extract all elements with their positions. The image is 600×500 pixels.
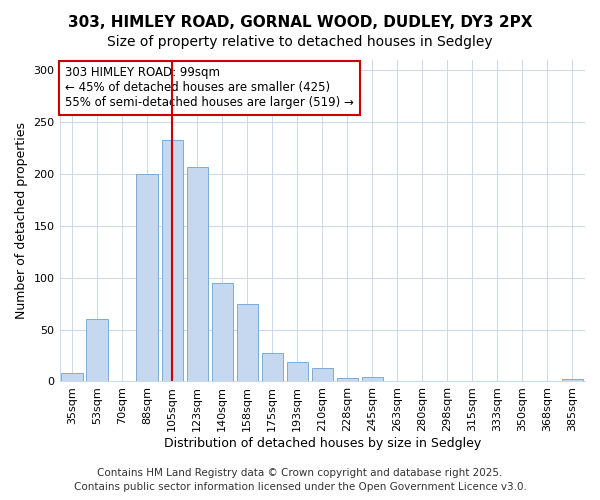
Text: 303, HIMLEY ROAD, GORNAL WOOD, DUDLEY, DY3 2PX: 303, HIMLEY ROAD, GORNAL WOOD, DUDLEY, D… [68, 15, 532, 30]
Bar [311, 368, 333, 382]
Bar [212, 283, 233, 382]
Text: Size of property relative to detached houses in Sedgley: Size of property relative to detached ho… [107, 35, 493, 49]
Bar [236, 304, 258, 382]
Bar [136, 174, 158, 382]
Bar [161, 140, 183, 382]
Bar [287, 362, 308, 382]
Bar [61, 373, 83, 382]
Y-axis label: Number of detached properties: Number of detached properties [15, 122, 28, 319]
Bar [362, 378, 383, 382]
Bar [262, 354, 283, 382]
Bar [337, 378, 358, 382]
Text: 303 HIMLEY ROAD: 99sqm
← 45% of detached houses are smaller (425)
55% of semi-de: 303 HIMLEY ROAD: 99sqm ← 45% of detached… [65, 66, 353, 110]
Bar [562, 380, 583, 382]
Text: Contains HM Land Registry data © Crown copyright and database right 2025.
Contai: Contains HM Land Registry data © Crown c… [74, 468, 526, 492]
Bar [86, 319, 108, 382]
X-axis label: Distribution of detached houses by size in Sedgley: Distribution of detached houses by size … [164, 437, 481, 450]
Bar [187, 167, 208, 382]
